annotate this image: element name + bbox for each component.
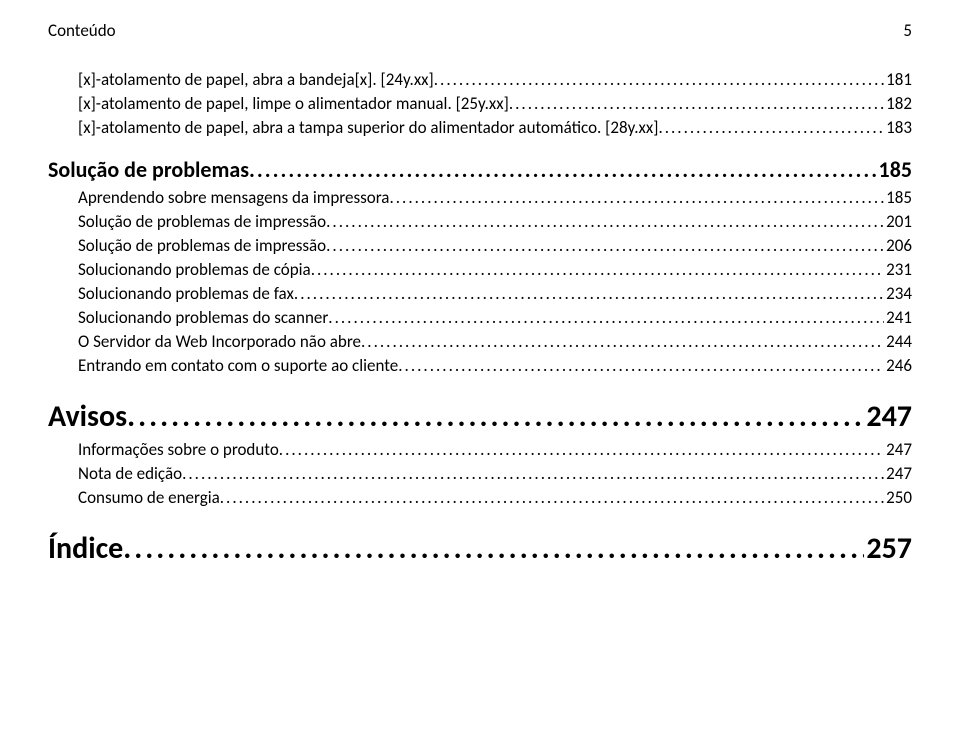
toc-entry: Solução de problemas de impressão.......…: [48, 235, 912, 256]
header-left: Conteúdo: [48, 20, 116, 41]
table-of-contents: [x]-atolamento de papel, abra a bandeja[…: [48, 69, 912, 567]
toc-entry: Solucionando problemas de fax...........…: [48, 283, 912, 304]
toc-leader-dots: ........................................…: [328, 307, 884, 328]
toc-leader-dots: ........................................…: [326, 235, 884, 256]
toc-entry-label: Solução de problemas: [48, 156, 249, 183]
toc-entry-page: 206: [884, 235, 912, 256]
toc-entry-page: 247: [884, 463, 912, 484]
toc-entry-label: Nota de edição: [78, 463, 182, 484]
toc-entry-label: Avisos: [48, 398, 127, 435]
toc-leader-dots: ........................................…: [361, 331, 884, 352]
toc-entry: Nota de edição..........................…: [48, 463, 912, 484]
toc-leader-dots: ........................................…: [279, 439, 884, 460]
toc-leader-dots: ........................................…: [294, 283, 884, 304]
toc-entry-label: [x]-atolamento de papel, abra a tampa su…: [78, 117, 658, 138]
toc-entry-page: 250: [884, 487, 912, 508]
toc-leader-dots: ........................................…: [509, 93, 884, 114]
toc-entry: O Servidor da Web Incorporado não abre..…: [48, 331, 912, 352]
toc-entry-label: Solução de problemas de impressão: [78, 211, 326, 232]
toc-entry-label: Aprendendo sobre mensagens da impressora: [78, 187, 389, 208]
toc-entry-label: Solucionando problemas do scanner: [78, 307, 328, 328]
toc-entry: Entrando em contato com o suporte ao cli…: [48, 355, 912, 376]
toc-entry: [x]-atolamento de papel, abra a tampa su…: [48, 117, 912, 138]
toc-entry-page: 181: [884, 69, 912, 90]
toc-entry-page: 182: [884, 93, 912, 114]
page-header: Conteúdo 5: [48, 20, 912, 41]
toc-entry-page: 201: [884, 211, 912, 232]
toc-entry-page: 257: [864, 530, 912, 567]
toc-entry-label: Índice: [48, 530, 123, 567]
toc-entry-label: Solucionando problemas de fax: [78, 283, 294, 304]
toc-leader-dots: ........................................…: [127, 398, 864, 435]
toc-entry-page: 234: [884, 283, 912, 304]
toc-entry-label: Informações sobre o produto: [78, 439, 279, 460]
toc-entry-page: 247: [884, 439, 912, 460]
toc-entry: Avisos..................................…: [48, 398, 912, 435]
toc-entry: Solucionando problemas de cópia.........…: [48, 259, 912, 280]
toc-entry-page: 231: [884, 259, 912, 280]
toc-leader-dots: ........................................…: [311, 259, 884, 280]
toc-entry-page: 247: [864, 398, 912, 435]
toc-entry: Aprendendo sobre mensagens da impressora…: [48, 187, 912, 208]
toc-leader-dots: ........................................…: [123, 530, 864, 567]
toc-entry-page: 185: [884, 187, 912, 208]
toc-entry-page: 183: [884, 117, 912, 138]
toc-leader-dots: ........................................…: [249, 156, 877, 183]
toc-entry-label: Solução de problemas de impressão: [78, 235, 326, 256]
toc-entry: Informações sobre o produto.............…: [48, 439, 912, 460]
toc-leader-dots: ........................................…: [220, 487, 884, 508]
toc-leader-dots: ........................................…: [658, 117, 884, 138]
toc-entry: [x]-atolamento de papel, abra a bandeja[…: [48, 69, 912, 90]
toc-entry-label: Consumo de energia: [78, 487, 220, 508]
toc-entry: Índice..................................…: [48, 530, 912, 567]
header-page-number: 5: [903, 20, 912, 41]
toc-entry-page: 185: [877, 156, 912, 183]
toc-entry-page: 246: [884, 355, 912, 376]
toc-entry: Solução de problemas de impressão.......…: [48, 211, 912, 232]
toc-entry: Consumo de energia......................…: [48, 487, 912, 508]
toc-leader-dots: ........................................…: [182, 463, 884, 484]
toc-entry-page: 241: [884, 307, 912, 328]
toc-entry-label: Entrando em contato com o suporte ao cli…: [78, 355, 398, 376]
toc-leader-dots: ........................................…: [389, 187, 884, 208]
toc-entry-label: [x]-atolamento de papel, limpe o aliment…: [78, 93, 509, 114]
toc-entry-label: Solucionando problemas de cópia: [78, 259, 311, 280]
toc-entry-label: O Servidor da Web Incorporado não abre: [78, 331, 361, 352]
toc-entry: Solucionando problemas do scanner.......…: [48, 307, 912, 328]
toc-entry: Solução de problemas....................…: [48, 156, 912, 183]
toc-entry: [x]-atolamento de papel, limpe o aliment…: [48, 93, 912, 114]
toc-entry-page: 244: [884, 331, 912, 352]
toc-leader-dots: ........................................…: [326, 211, 884, 232]
toc-leader-dots: ........................................…: [434, 69, 884, 90]
toc-entry-label: [x]-atolamento de papel, abra a bandeja[…: [78, 69, 434, 90]
toc-leader-dots: ........................................…: [398, 355, 884, 376]
